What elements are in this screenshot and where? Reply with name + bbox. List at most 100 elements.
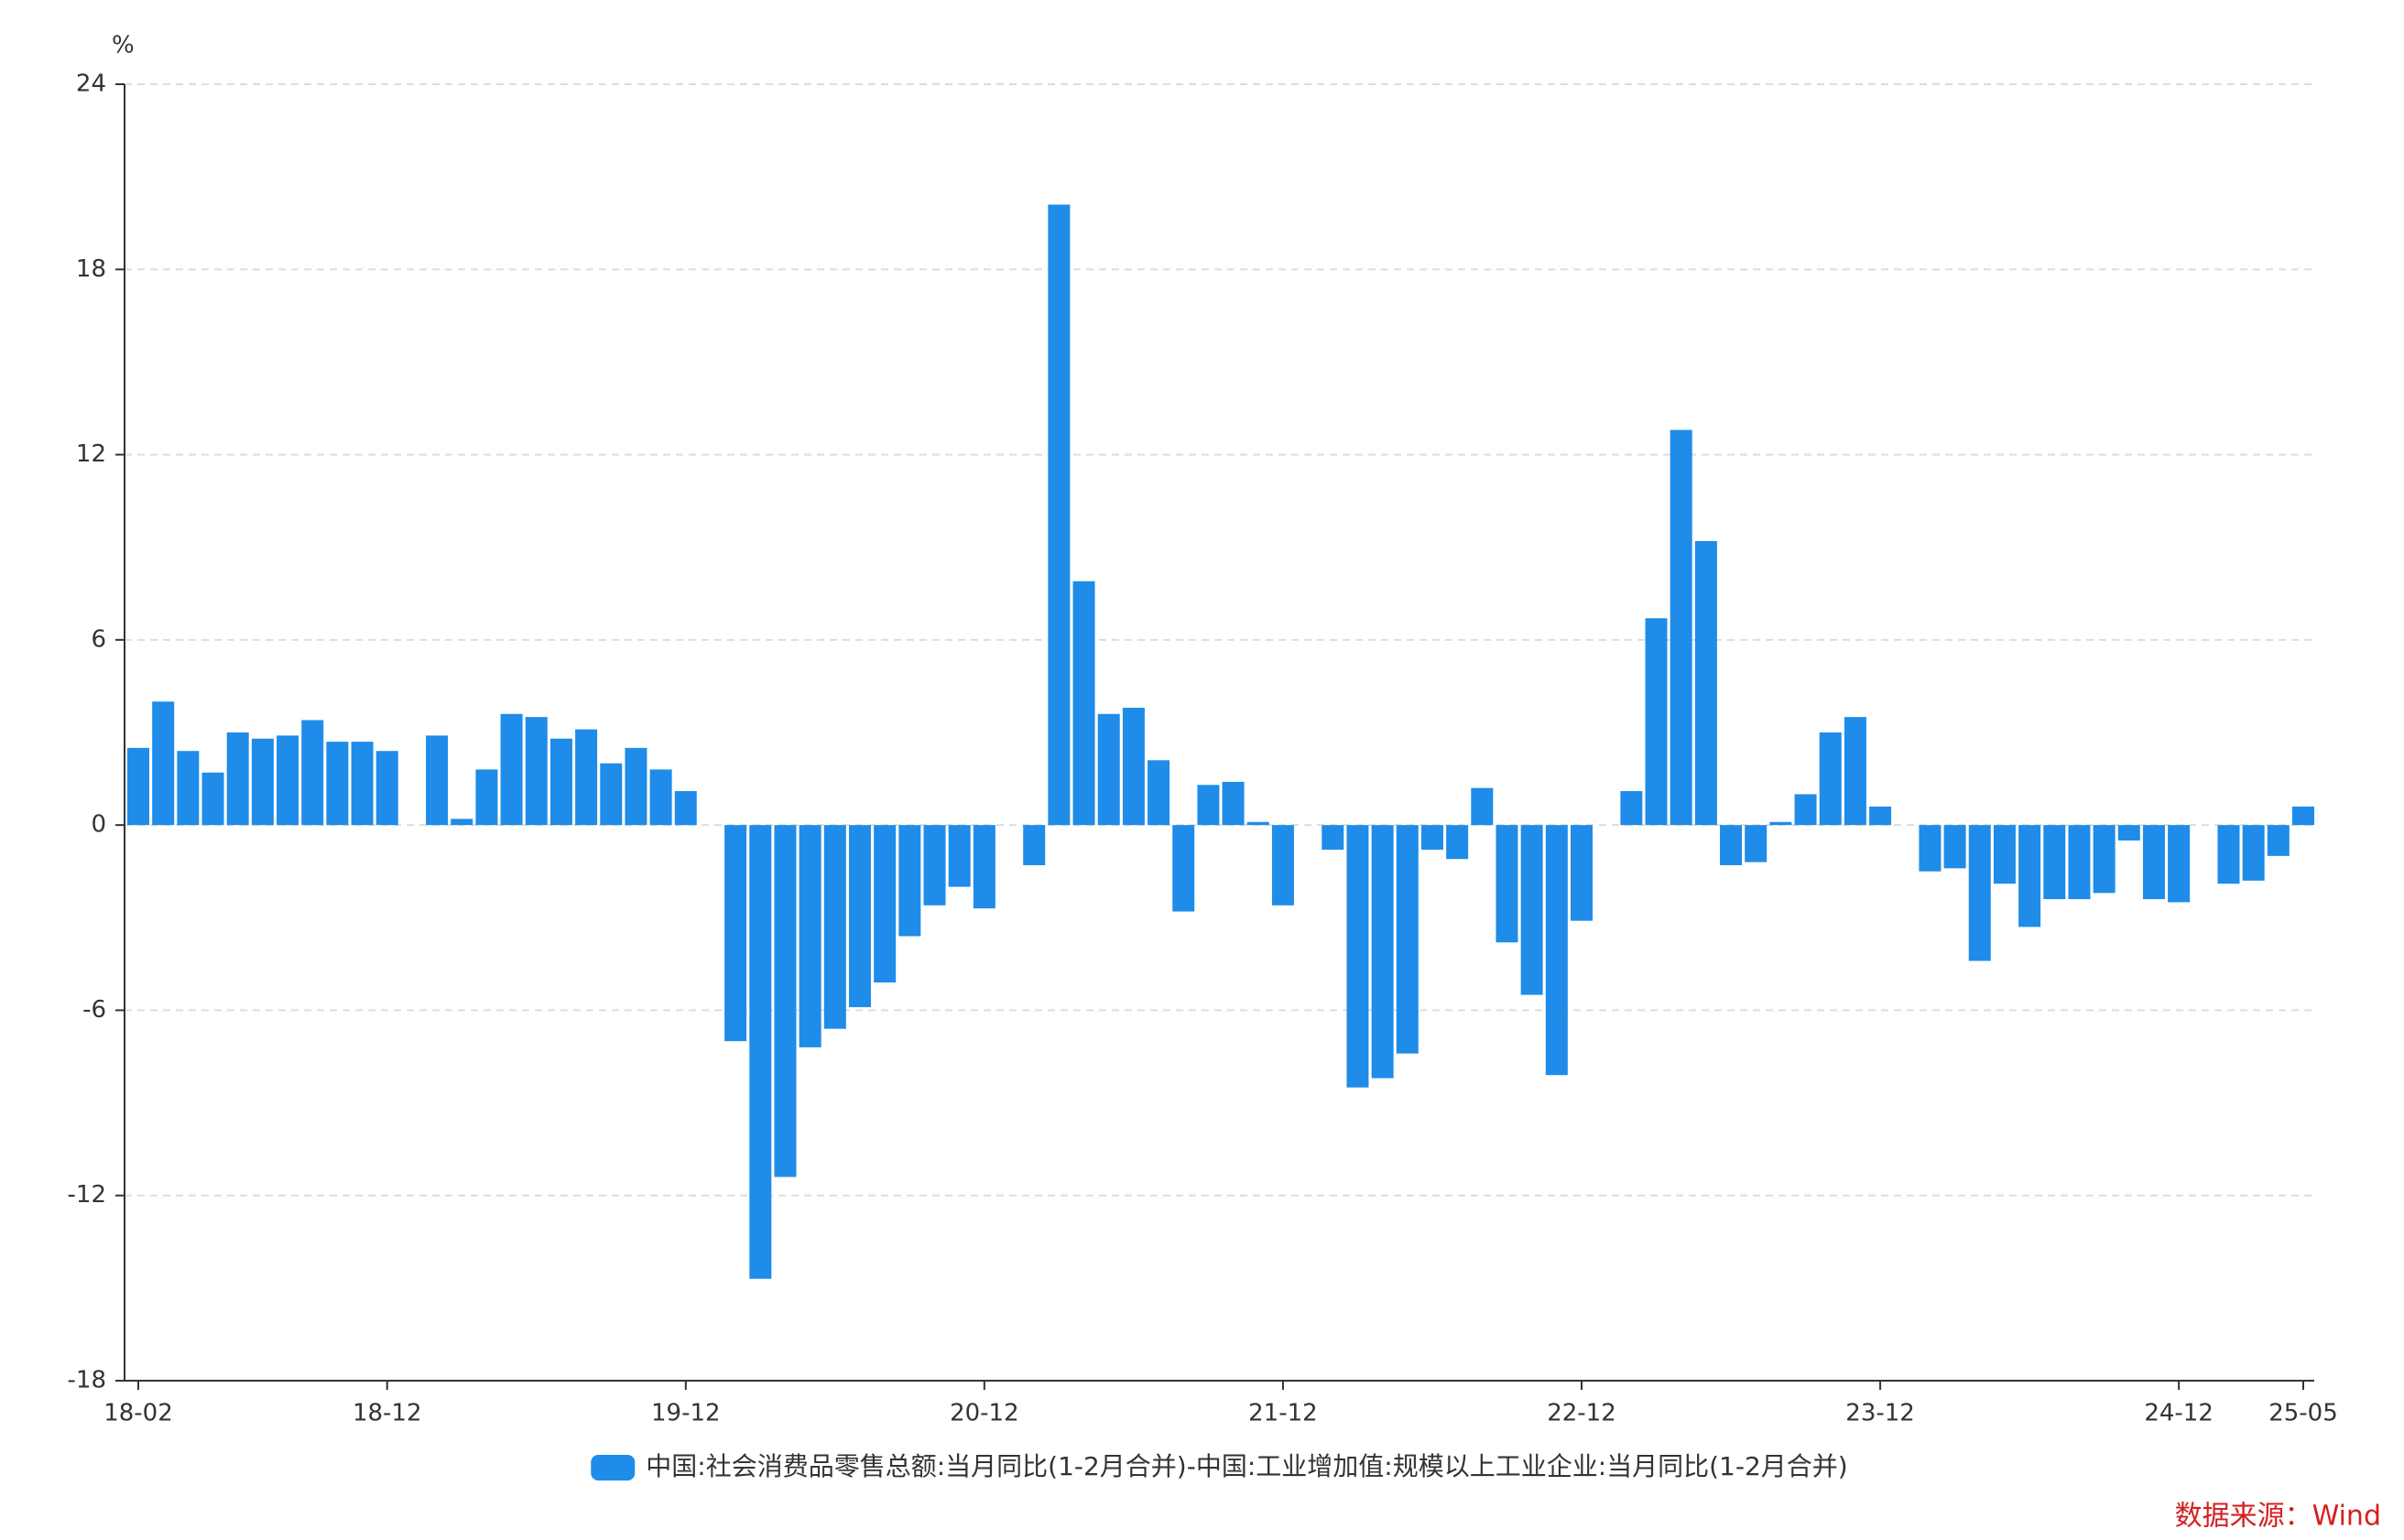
bar <box>549 738 572 826</box>
bar <box>1471 787 1494 826</box>
bar <box>2043 825 2066 900</box>
x-tick-label: 18-12 <box>353 1400 422 1427</box>
bar <box>973 825 995 909</box>
bar <box>600 763 623 826</box>
bar <box>1520 825 1543 995</box>
bar <box>1148 760 1170 826</box>
bar <box>201 772 224 826</box>
bar <box>2292 806 2314 826</box>
x-tick-label: 21-12 <box>1248 1400 1318 1427</box>
bar <box>1446 825 1469 860</box>
bar <box>451 819 473 826</box>
bar <box>1769 821 1792 826</box>
bar <box>375 751 398 826</box>
bar <box>1222 781 1245 826</box>
bar <box>1943 825 1966 869</box>
bar <box>525 717 548 826</box>
bar <box>1545 825 1568 1076</box>
bar <box>1620 791 1643 826</box>
x-tick-label: 25-05 <box>2268 1400 2338 1427</box>
y-tick-label: 0 <box>91 811 106 839</box>
bar <box>823 825 846 1029</box>
bar <box>1720 825 1743 865</box>
bar <box>1322 825 1344 851</box>
y-unit-label: % <box>112 32 135 60</box>
y-tick-label: -18 <box>68 1367 106 1394</box>
bar <box>1023 825 1046 865</box>
bar <box>1844 717 1866 826</box>
bar <box>351 742 374 826</box>
bar <box>799 825 821 1047</box>
bar <box>1097 713 1120 826</box>
bar <box>1968 825 1991 961</box>
bar <box>1271 825 1294 906</box>
bar <box>1122 708 1145 826</box>
bar <box>1993 825 2016 884</box>
x-tick-label: 22-12 <box>1547 1400 1616 1427</box>
bar <box>575 729 598 826</box>
bar <box>1645 618 1668 826</box>
bar <box>1919 825 1942 872</box>
legend-swatch <box>591 1455 636 1480</box>
y-tick-label: 6 <box>91 625 106 653</box>
bar <box>251 738 274 826</box>
source-note: 数据来源：Wind <box>2175 1501 2381 1533</box>
bar <box>1197 785 1220 826</box>
legend-label: 中国:社会消费品零售总额:当月同比(1-2月合并)-中国:工业增加值:规模以上工… <box>646 1451 1847 1481</box>
y-tick-label: -6 <box>82 996 106 1024</box>
bar <box>724 825 747 1042</box>
bar <box>1745 825 1768 862</box>
x-tick-label: 24-12 <box>2144 1400 2214 1427</box>
bar <box>177 751 200 826</box>
bar <box>2068 825 2091 900</box>
bar <box>649 769 672 826</box>
bar <box>1072 580 1095 826</box>
bar <box>301 720 324 826</box>
bar <box>2117 825 2140 840</box>
bar <box>849 825 871 1008</box>
bar <box>1246 821 1269 826</box>
bar <box>500 713 523 826</box>
bar <box>1694 540 1717 826</box>
bar <box>749 825 772 1279</box>
bar <box>1496 825 1518 943</box>
x-tick-label: 18-02 <box>103 1400 173 1427</box>
bar <box>1670 429 1692 826</box>
bar <box>2217 825 2240 884</box>
bar <box>1396 825 1419 1054</box>
bar <box>1420 825 1443 851</box>
bar <box>2267 825 2290 856</box>
bar <box>1172 825 1195 912</box>
bar <box>1048 204 1071 826</box>
bar <box>2242 825 2265 881</box>
x-tick-label: 19-12 <box>651 1400 721 1427</box>
bar <box>898 825 921 937</box>
bar <box>1346 825 1369 1088</box>
bar <box>426 735 449 826</box>
y-tick-label: 12 <box>76 440 106 468</box>
bar <box>2093 825 2116 894</box>
bar <box>674 791 697 826</box>
x-tick-label: 23-12 <box>1845 1400 1915 1427</box>
bar <box>1571 825 1593 921</box>
bar <box>326 742 349 826</box>
bar <box>127 747 149 826</box>
x-tick-label: 20-12 <box>950 1400 1019 1427</box>
bar <box>226 732 249 826</box>
bar <box>774 825 797 1177</box>
bar <box>2168 825 2191 903</box>
bar <box>2142 825 2165 900</box>
bar <box>1869 806 1892 826</box>
y-tick-label: -12 <box>68 1181 106 1209</box>
y-tick-label: 24 <box>76 70 106 98</box>
bar <box>1819 732 1842 826</box>
bar <box>277 735 299 826</box>
bar <box>475 769 498 826</box>
bar <box>152 701 175 826</box>
bar <box>923 825 946 906</box>
bar <box>874 825 897 983</box>
bar <box>625 747 647 826</box>
bar <box>1794 794 1817 826</box>
bar <box>1371 825 1394 1079</box>
